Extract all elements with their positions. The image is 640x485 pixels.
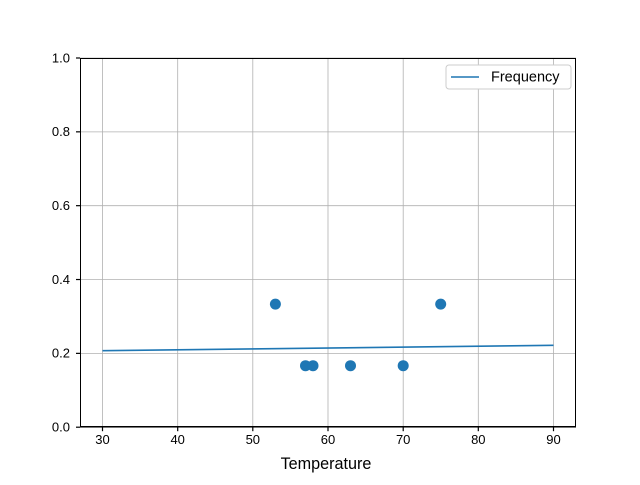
svg-text:Frequency: Frequency bbox=[491, 70, 560, 86]
svg-text:70: 70 bbox=[396, 432, 410, 447]
svg-text:0.4: 0.4 bbox=[52, 272, 70, 287]
svg-text:0.0: 0.0 bbox=[52, 420, 70, 435]
svg-text:40: 40 bbox=[170, 432, 184, 447]
svg-text:50: 50 bbox=[246, 432, 260, 447]
svg-text:80: 80 bbox=[471, 432, 485, 447]
svg-text:0.6: 0.6 bbox=[52, 198, 70, 213]
svg-text:60: 60 bbox=[321, 432, 335, 447]
svg-text:30: 30 bbox=[95, 432, 109, 447]
svg-text:1.0: 1.0 bbox=[52, 50, 70, 65]
svg-text:0.2: 0.2 bbox=[52, 346, 70, 361]
svg-text:90: 90 bbox=[546, 432, 560, 447]
svg-text:Temperature: Temperature bbox=[281, 455, 372, 473]
svg-text:0.8: 0.8 bbox=[52, 124, 70, 139]
